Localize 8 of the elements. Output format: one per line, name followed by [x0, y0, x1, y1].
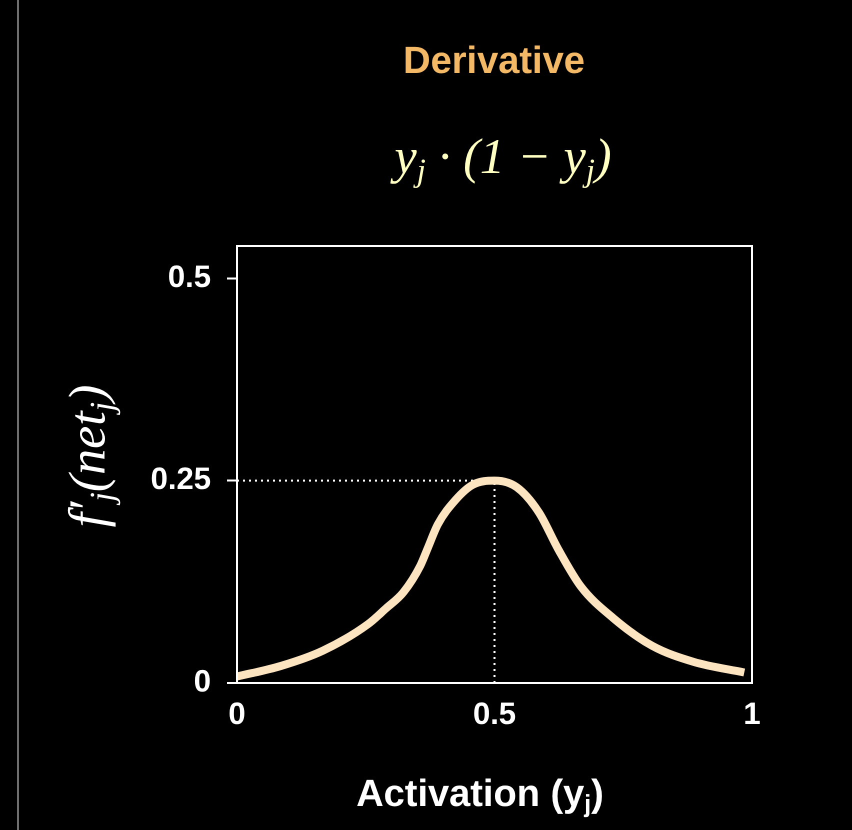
x-axis-title: Activation (y$_{j}$)	[356, 773, 604, 818]
x-tick-label: 1	[743, 696, 761, 732]
y-tick-label: 0	[194, 664, 211, 699]
x-tick-label: 0	[228, 696, 246, 732]
y-tick-label: 0.5	[168, 258, 211, 294]
y-tick-label: 0.25	[150, 461, 211, 496]
chart-title: Derivative	[403, 40, 585, 83]
x-tick-label: 0.5	[472, 696, 516, 732]
